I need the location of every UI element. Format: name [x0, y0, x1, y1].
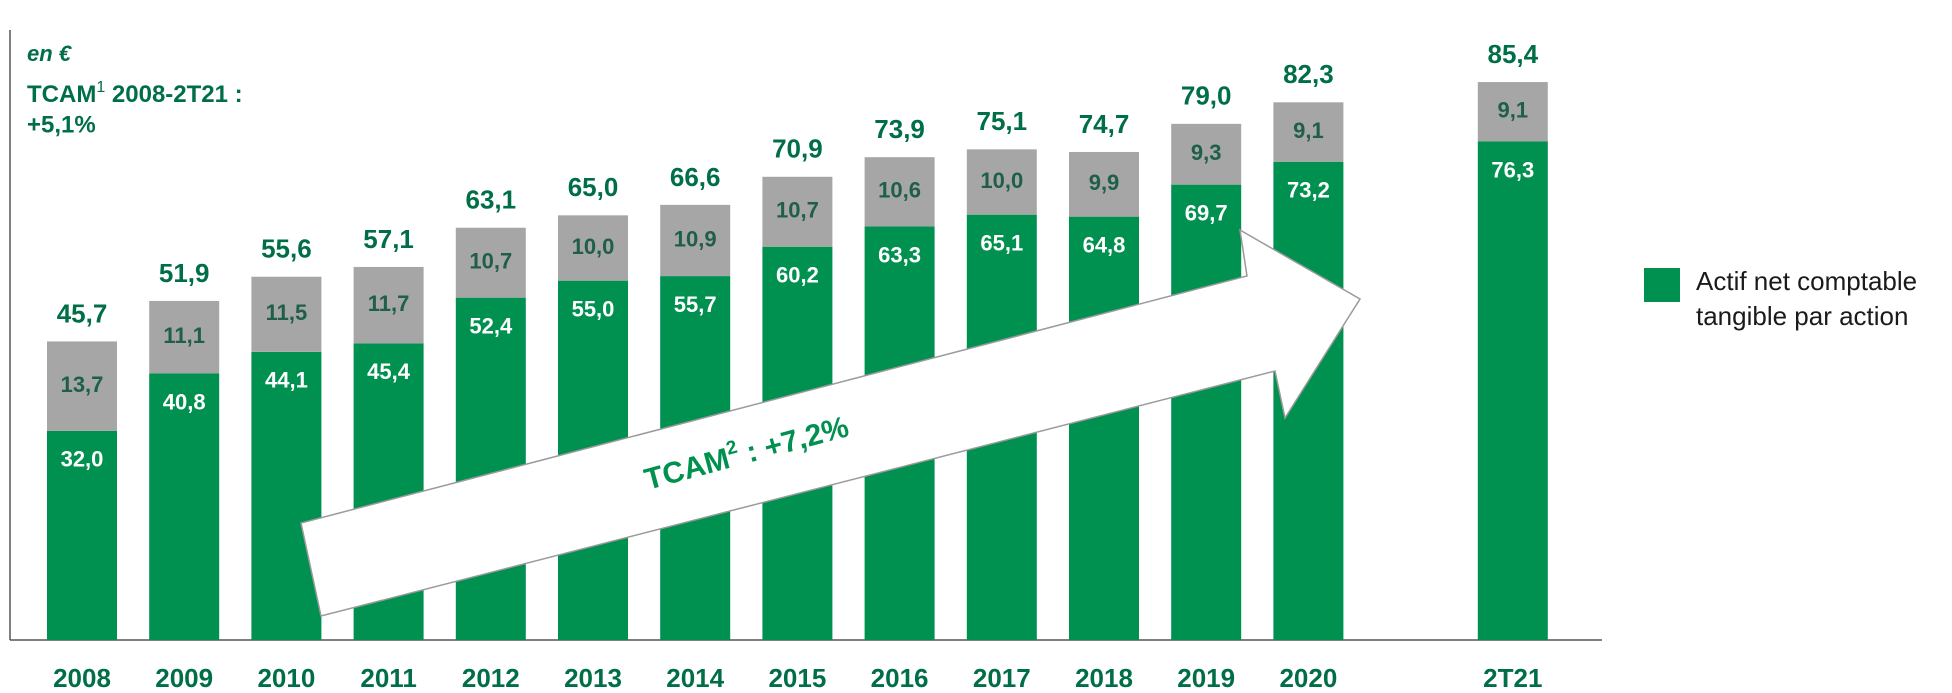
total-label: 51,9 — [159, 258, 210, 288]
total-label: 63,1 — [465, 185, 516, 215]
value-label: 10,9 — [674, 226, 717, 251]
total-label: 79,0 — [1181, 81, 1232, 111]
value-label: 44,1 — [265, 368, 308, 393]
value-label: 60,2 — [776, 263, 819, 288]
bar-segment — [1171, 184, 1242, 641]
bar-segment — [558, 215, 628, 281]
arrow-label-sup: 2 — [724, 436, 740, 459]
value-label: 32,0 — [61, 447, 104, 472]
value-label: 10,7 — [776, 198, 819, 223]
total-label: 45,7 — [57, 298, 108, 328]
bar-segment — [1477, 82, 1548, 142]
value-label: 64,8 — [1083, 232, 1126, 257]
x-tick-label: 2020 — [1279, 663, 1337, 693]
bar-segment — [1171, 123, 1242, 185]
value-label: 69,7 — [1185, 200, 1228, 225]
value-label: 10,0 — [572, 234, 615, 259]
bar-segment — [251, 351, 322, 640]
legend-swatch — [1644, 268, 1680, 302]
x-tick-label: 2014 — [666, 663, 724, 693]
total-label: 73,9 — [874, 114, 925, 144]
cagr-label-text: TCAM — [27, 81, 96, 108]
total-label: 82,3 — [1283, 59, 1334, 89]
bars: 2008 32,0 13,7 45,7 2009 40,8 11,1 51,9 2010 44,1… — [47, 39, 1548, 693]
value-label: 9,1 — [1498, 98, 1529, 123]
bar-segment — [864, 157, 935, 227]
value-label: 76,3 — [1491, 157, 1534, 182]
x-tick-label: 2013 — [564, 663, 622, 693]
bar-segment — [149, 373, 220, 640]
x-tick-label: 2018 — [1075, 663, 1133, 693]
value-label: 9,9 — [1089, 170, 1120, 195]
bar-segment — [1273, 102, 1344, 162]
bar-segment — [47, 430, 117, 640]
x-tick-label: 2011 — [360, 663, 416, 693]
value-label: 10,0 — [980, 168, 1023, 193]
value-label: 55,0 — [572, 296, 615, 321]
x-tick-label: 2010 — [257, 663, 315, 693]
value-label: 11,7 — [368, 291, 410, 316]
cagr-value: +5,1% — [27, 111, 96, 138]
bar-segment — [1069, 151, 1139, 217]
total-label: 75,1 — [976, 106, 1027, 136]
x-tick-label: 2012 — [462, 663, 520, 693]
value-label: 55,7 — [674, 292, 717, 317]
value-label: 52,4 — [469, 313, 513, 338]
value-label: 9,1 — [1293, 118, 1324, 143]
value-label: 73,2 — [1287, 178, 1330, 203]
bar-segment — [1069, 216, 1139, 640]
total-label: 85,4 — [1487, 39, 1538, 69]
bar-segment — [966, 149, 1037, 215]
unit-label: en € — [27, 41, 73, 66]
legend-label: Actif net comptable tangible par action — [1696, 266, 1918, 331]
cagr-label-text: 2008-2T21 : — [105, 81, 242, 108]
x-tick-label: 2017 — [973, 663, 1031, 693]
cagr-label-sup: 1 — [96, 79, 105, 96]
bar-segment — [1477, 141, 1548, 641]
value-label: 40,8 — [163, 389, 206, 414]
total-label: 65,0 — [568, 172, 619, 202]
total-label: 74,7 — [1079, 109, 1130, 139]
value-label: 10,6 — [878, 178, 921, 203]
value-label: 45,4 — [367, 359, 411, 384]
value-label: 9,3 — [1191, 140, 1222, 165]
value-label: 11,1 — [163, 323, 205, 348]
total-label: 66,6 — [670, 162, 721, 192]
bar-segment — [353, 266, 424, 344]
x-tick-label: 2T21 — [1483, 663, 1542, 693]
value-label: 13,7 — [61, 372, 104, 397]
total-label: 57,1 — [363, 224, 414, 254]
value-label: 65,1 — [980, 230, 1023, 255]
x-tick-label: 2016 — [871, 663, 929, 693]
bar-segment — [762, 176, 833, 247]
growth-arrow — [300, 228, 1362, 617]
bar-segment — [455, 227, 526, 298]
bar-segment — [149, 300, 220, 374]
value-label: 11,5 — [266, 300, 308, 325]
x-tick-label: 2008 — [53, 663, 111, 693]
cagr-label: TCAM1 2008-2T21 : — [27, 79, 243, 109]
x-tick-label: 2009 — [155, 663, 213, 693]
value-label: 63,3 — [878, 242, 921, 267]
x-tick-label: 2015 — [768, 663, 826, 693]
total-label: 70,9 — [772, 134, 823, 164]
bar-segment — [251, 276, 322, 352]
bar-segment — [47, 341, 117, 431]
bar-segment — [660, 204, 731, 277]
total-label: 55,6 — [261, 234, 312, 264]
value-label: 10,7 — [469, 249, 512, 274]
x-tick-label: 2019 — [1177, 663, 1235, 693]
